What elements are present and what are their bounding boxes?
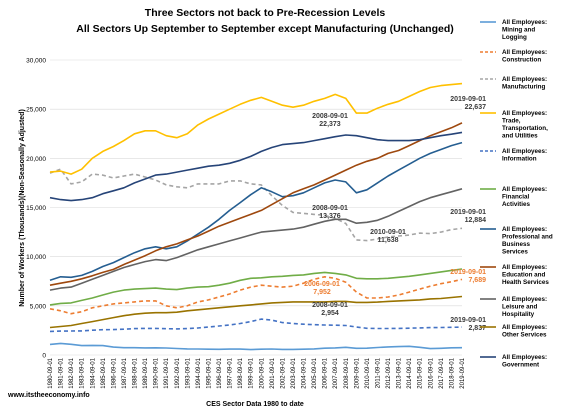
source-credit: www.itstheeconomy.info [7, 392, 90, 399]
x-tick-label: 2011-09-01 [375, 357, 381, 388]
series-line [49, 295, 463, 329]
series-line [49, 318, 463, 333]
y-tick-label: 5,000 [30, 303, 47, 310]
legend-label: All Employees: Financial Activities [502, 186, 547, 208]
legend-label: All Employees: Construction [502, 49, 547, 64]
chart-title: Three Sectors not back to Pre-Recession … [145, 7, 386, 19]
x-tick-label: 2006-09-01 [323, 357, 329, 388]
series-line [49, 168, 463, 242]
y-axis-label: Number of Workers (Thousands)(Non-Season… [19, 109, 26, 307]
x-tick-label: 2014-09-01 [407, 357, 413, 388]
y-tick-label: 10,000 [26, 254, 46, 261]
annotation-date: 2010-09-01 [370, 229, 406, 236]
x-tick-label: 1998-09-01 [238, 357, 244, 388]
annotation-value: 7,689 [468, 277, 486, 284]
x-tick-label: 2018-09-01 [449, 357, 455, 388]
legend-label: All Employees: Education and Health Servic… [502, 264, 549, 286]
annotation-date: 2019-09-01 [450, 209, 486, 216]
x-tick-label: 1992-09-01 [175, 357, 181, 388]
x-axis-label: CES Sector Data 1980 to date [206, 401, 304, 408]
annotation-date: 2008-09-01 [312, 205, 348, 212]
x-tick-label: 1999-09-01 [249, 357, 255, 388]
x-tick-label: 1994-09-01 [196, 357, 202, 388]
gridlines [50, 59, 462, 356]
chart-subtitle: All Sectors Up September to September ex… [76, 23, 453, 35]
series-line [49, 275, 463, 315]
series-line [49, 131, 463, 202]
series-line [49, 342, 463, 351]
x-tick-label: 1985-09-01 [101, 357, 107, 388]
x-tick-label: 1987-09-01 [122, 357, 128, 388]
x-tick-label: 2009-09-01 [354, 357, 360, 388]
y-tick-label: 15,000 [26, 205, 46, 212]
series-lines [49, 82, 463, 351]
x-tick-label: 1984-09-01 [90, 357, 96, 388]
x-tick-label: 1980-09-01 [48, 357, 54, 388]
annotation-date: 2019-09-01 [450, 96, 486, 103]
legend-label: All Employees: Mining and Logging [502, 19, 547, 41]
x-tick-label: 2017-09-01 [439, 357, 445, 388]
x-tick-label: 1982-09-01 [69, 357, 75, 388]
legend-label: All Employees: Professional and Business Se… [502, 226, 553, 256]
x-tick-label: 2002-09-01 [280, 357, 286, 388]
x-tick-label: 2001-09-01 [270, 357, 276, 388]
y-tick-label: 0 [42, 353, 46, 360]
x-tick-label: 1995-09-01 [206, 357, 212, 388]
annotations: 2008-09-0122,3732019-09-0122,6372008-09-… [304, 96, 486, 332]
annotation-value: 2,954 [321, 310, 339, 317]
legend-label: All Employees: Government [502, 354, 547, 369]
x-tick-label: 2015-09-01 [418, 357, 424, 388]
x-tick-label: 2003-09-01 [291, 357, 297, 388]
annotation-value: 2,837 [468, 325, 486, 332]
legend: All Employees: Mining and Logging All Emplo… [480, 19, 553, 369]
legend-label: All Employees: Leisure and Hospitality [502, 296, 547, 318]
annotation-date: 2008-09-01 [312, 113, 348, 120]
annotation-value: 22,373 [319, 121, 341, 128]
x-tick-label: 2008-09-01 [344, 357, 350, 388]
x-tick-label: 2013-09-01 [397, 357, 403, 388]
y-tick-label: 20,000 [26, 156, 46, 163]
annotation-value: 12,884 [465, 217, 487, 224]
legend-label: All Employees: Other Services [502, 324, 547, 339]
x-tick-label: 1986-09-01 [111, 357, 117, 388]
series-line [49, 141, 463, 282]
legend-label: All Employees: Manufacturing [502, 76, 547, 91]
x-tick-label: 1981-09-01 [59, 357, 65, 388]
y-axis: 0 5,000 10,000 15,000 20,000 25,000 30,000 [26, 58, 46, 360]
annotation-value: 13,376 [319, 213, 341, 220]
x-tick-label: 1996-09-01 [217, 357, 223, 388]
x-tick-label: 2004-09-01 [302, 357, 308, 388]
x-tick-label: 2005-09-01 [312, 357, 318, 388]
x-tick-label: 1993-09-01 [185, 357, 191, 388]
series-line [49, 188, 463, 291]
x-tick-label: 2012-09-01 [386, 357, 392, 388]
x-tick-label: 2007-09-01 [333, 357, 339, 388]
y-tick-label: 30,000 [26, 58, 46, 65]
legend-label: All Employees: Information [502, 148, 547, 163]
x-tick-label: 1990-09-01 [154, 357, 160, 388]
y-tick-label: 25,000 [26, 107, 46, 114]
annotation-date: 2006-09-01 [304, 281, 340, 288]
x-tick-label: 1989-09-01 [143, 357, 149, 388]
x-tick-label: 2019-09-01 [460, 357, 466, 388]
x-tick-label: 1983-09-01 [80, 357, 86, 388]
x-tick-label: 1997-09-01 [228, 357, 234, 388]
annotation-value: 7,952 [313, 289, 331, 296]
x-tick-label: 2010-09-01 [365, 357, 371, 388]
series-line [49, 82, 463, 175]
x-tick-label: 2000-09-01 [259, 357, 265, 388]
annotation-value: 22,637 [465, 104, 487, 111]
series-line [49, 122, 463, 286]
x-axis: 1980-09-01 1981-09-01 1982-09-01 1983-09-01… [48, 357, 466, 388]
annotation-date: 2019-09-01 [450, 317, 486, 324]
legend-label: All Employees: Trade, Transportation, and U… [502, 110, 548, 140]
series-line [49, 268, 463, 306]
annotation-date: 2008-09-01 [312, 302, 348, 309]
annotation-date: 2019-09-01 [450, 269, 486, 276]
x-tick-label: 1991-09-01 [164, 357, 170, 388]
x-tick-label: 1988-09-01 [133, 357, 139, 388]
annotation-value: 11,638 [377, 237, 398, 244]
x-tick-label: 2016-09-01 [428, 357, 434, 388]
